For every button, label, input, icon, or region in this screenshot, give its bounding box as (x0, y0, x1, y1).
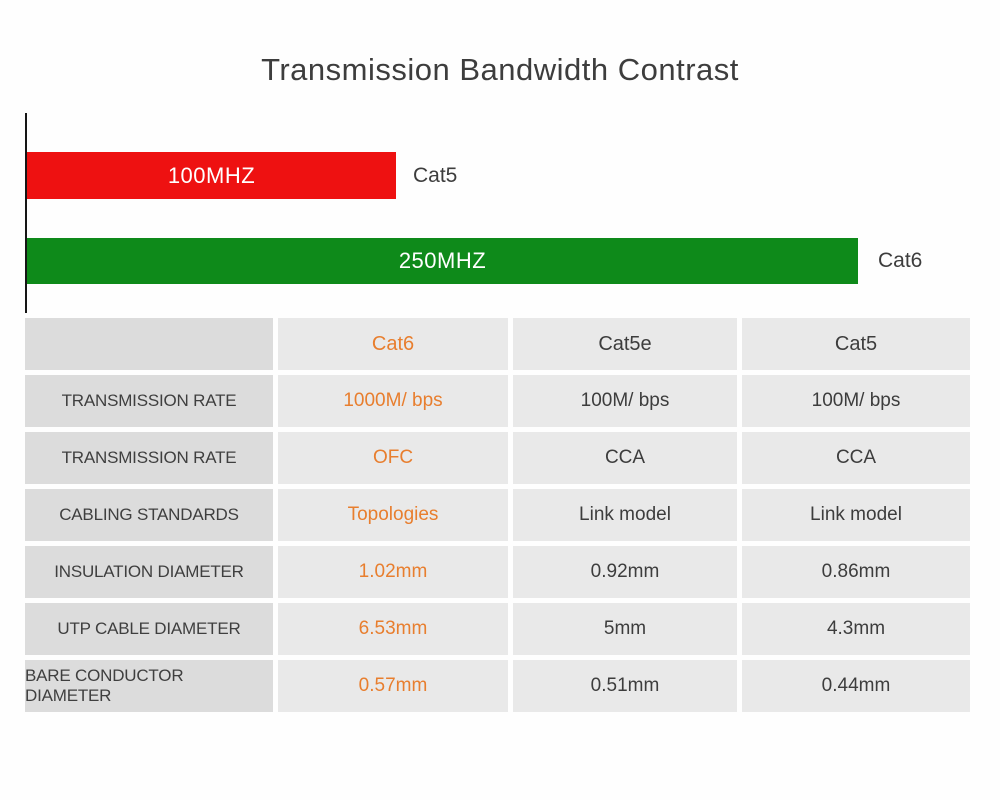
cell-cat5e-value: 100M/ bps (513, 375, 737, 427)
bar-cat6: 250MHZ (27, 238, 858, 284)
row-label: CABLING STANDARDS (25, 489, 273, 541)
chart-axis-line (25, 113, 27, 313)
header-cell-cat5: Cat5 (742, 318, 970, 370)
row-label: TRANSMISSION RATE (25, 375, 273, 427)
cell-cat5e-value: CCA (513, 432, 737, 484)
cell-cat5-value: Link model (742, 489, 970, 541)
row-label: TRANSMISSION RATE (25, 432, 273, 484)
bar-cat6-value-label: 250MHZ (398, 248, 487, 273)
row-label: UTP CABLE DIAMETER (25, 603, 273, 655)
cell-cat6-value: 6.53mm (278, 603, 508, 655)
cell-cat5-value: 100M/ bps (742, 375, 970, 427)
cell-cat5e-value: 0.51mm (513, 660, 737, 712)
cell-cat5-value: 4.3mm (742, 603, 970, 655)
cell-cat5-value: 0.44mm (742, 660, 970, 712)
bar-cat5-value-label: 100MHZ (167, 162, 256, 188)
bar-cat5: 100MHZ (27, 152, 396, 199)
cell-cat6-value: OFC (278, 432, 508, 484)
header-cell-cat5e: Cat5e (513, 318, 737, 370)
cell-cat5e-value: 0.92mm (513, 546, 737, 598)
row-label: BARE CONDUCTOR DIAMETER (25, 660, 273, 712)
cell-cat5-value: CCA (742, 432, 970, 484)
bar-cat5-category-label: Cat5 (413, 163, 458, 187)
header-cell-empty (25, 318, 273, 370)
header-cell-cat6: Cat6 (278, 318, 508, 370)
page-title: Transmission Bandwidth Contrast (261, 52, 739, 87)
cell-cat6-value: 1000M/ bps (278, 375, 508, 427)
cell-cat5-value: 0.86mm (742, 546, 970, 598)
cell-cat6-value: Topologies (278, 489, 508, 541)
cell-cat6-value: 1.02mm (278, 546, 508, 598)
cell-cat5e-value: 5mm (513, 603, 737, 655)
cell-cat5e-value: Link model (513, 489, 737, 541)
comparison-table: Cat6 Cat5e Cat5 TRANSMISSION RATE 1000M/… (25, 318, 970, 712)
bar-cat6-category-label: Cat6 (878, 249, 923, 272)
row-label: INSULATION DIAMETER (25, 546, 273, 598)
cell-cat6-value: 0.57mm (278, 660, 508, 712)
